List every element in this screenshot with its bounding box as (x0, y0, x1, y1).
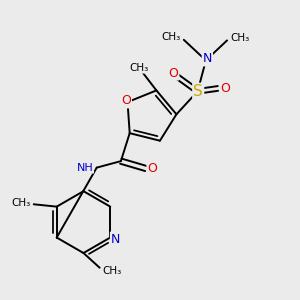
Text: N: N (203, 52, 212, 65)
Text: O: O (169, 67, 178, 80)
Text: NH: NH (76, 163, 93, 172)
Text: O: O (220, 82, 230, 95)
Text: N: N (111, 232, 120, 245)
Text: CH₃: CH₃ (130, 63, 149, 73)
Text: CH₃: CH₃ (103, 266, 122, 276)
Text: O: O (121, 94, 131, 107)
Text: CH₃: CH₃ (230, 33, 249, 43)
Text: CH₃: CH₃ (162, 32, 181, 42)
Text: S: S (193, 84, 203, 99)
Text: O: O (147, 162, 157, 175)
Text: CH₃: CH₃ (11, 198, 31, 208)
